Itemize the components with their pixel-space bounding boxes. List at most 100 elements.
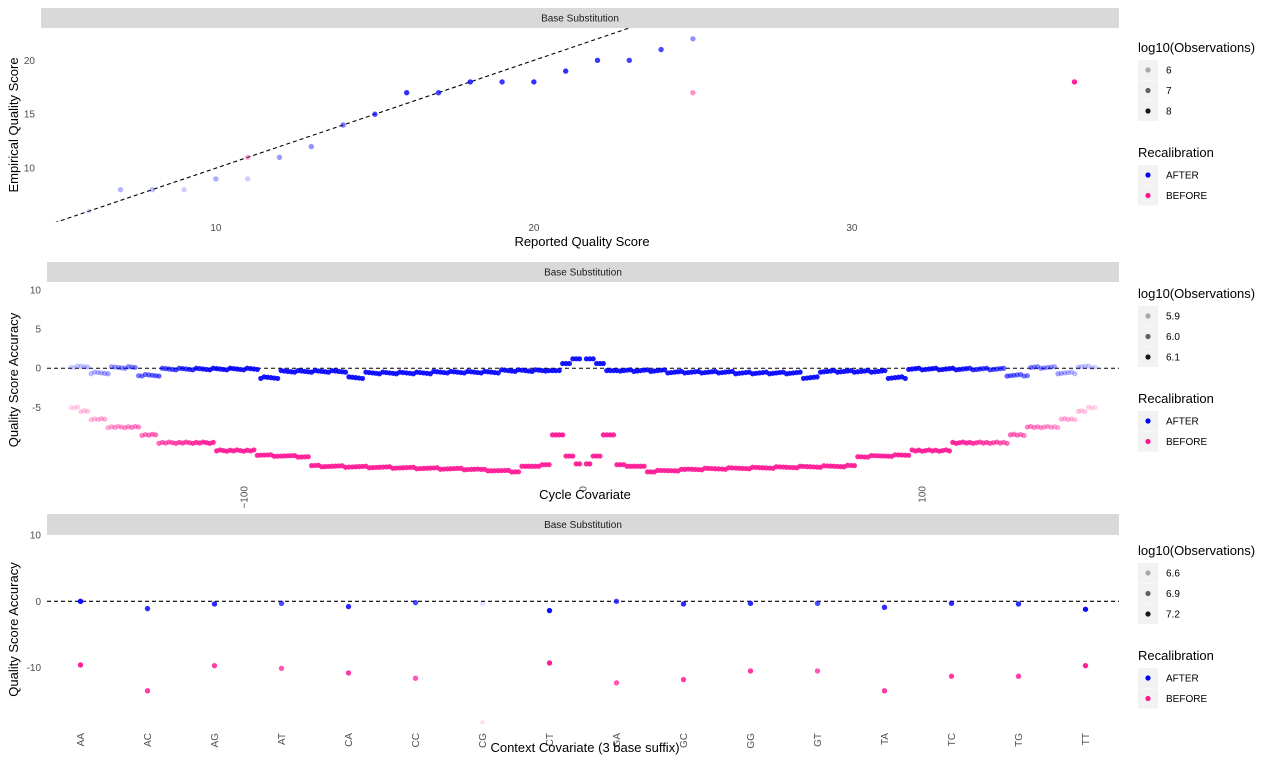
after-point: [1055, 371, 1061, 377]
after-point: [211, 601, 218, 607]
before-point: [906, 452, 912, 458]
legend-key: [1138, 60, 1158, 80]
before-point: [560, 432, 566, 438]
after-point: [125, 364, 132, 370]
x-tick-label: AT: [277, 733, 288, 745]
before-point: [680, 676, 687, 683]
before-point: [135, 424, 142, 430]
y-tick-label: 15: [24, 110, 36, 121]
x-axis-title: Reported Quality Score: [514, 234, 649, 249]
legend-label: AFTER: [1166, 674, 1199, 685]
after-point: [98, 370, 104, 376]
before-point: [81, 408, 87, 414]
legend-label: 6.1: [1166, 353, 1180, 364]
before-point: [88, 417, 94, 423]
legend-size-swatch: [1145, 67, 1151, 73]
after-point: [345, 603, 352, 610]
after-point: [814, 600, 821, 607]
after-point: [88, 371, 94, 377]
after-point: [1034, 364, 1041, 370]
after-point: [1038, 365, 1044, 371]
before-point: [77, 662, 84, 668]
after-point: [566, 360, 573, 367]
before-point: [546, 462, 552, 468]
after-point: [85, 364, 91, 370]
after-point: [102, 370, 108, 376]
y-axis-title: Empirical Quality Score: [6, 57, 21, 192]
before-point: [851, 463, 857, 469]
after-point: [1048, 364, 1054, 370]
after-point: [1092, 364, 1098, 370]
facet-strip-label: Base Substitution: [541, 14, 619, 25]
legend-title-recalibration: Recalibration: [1138, 648, 1214, 663]
legend-label: 6: [1166, 66, 1172, 77]
after-point: [1028, 364, 1034, 371]
legend-size-swatch: [1145, 611, 1151, 617]
after-point: [85, 208, 92, 214]
before-point: [68, 404, 74, 411]
legend-label: 6.0: [1166, 332, 1180, 343]
legend-color-swatch: [1145, 172, 1151, 178]
before-point: [1038, 425, 1044, 431]
after-point: [1062, 370, 1068, 376]
x-tick-label: GT: [813, 733, 824, 747]
after-point: [412, 599, 419, 606]
before-point: [210, 439, 216, 446]
x-tick-label: −100: [239, 486, 250, 509]
before-point: [78, 409, 84, 415]
before-point: [1004, 440, 1010, 446]
after-point: [276, 154, 283, 161]
x-tick-label: GG: [746, 733, 757, 749]
legend-label: BEFORE: [1166, 191, 1207, 202]
x-tick-label: CC: [411, 733, 422, 747]
after-point: [78, 363, 84, 369]
after-point: [948, 600, 955, 607]
before-point: [98, 415, 104, 422]
before-point: [278, 665, 285, 671]
after-point: [359, 375, 366, 382]
after-point: [1068, 369, 1075, 375]
after-point: [797, 369, 803, 375]
legend-color-swatch: [1145, 675, 1151, 681]
before-point: [1079, 408, 1085, 414]
legend-size-swatch: [1145, 87, 1151, 94]
before-point: [1051, 424, 1058, 430]
before-point: [85, 408, 91, 414]
legend-title-observations: log10(Observations): [1138, 40, 1255, 55]
before-point: [597, 453, 603, 459]
before-point: [610, 432, 617, 438]
before-point: [1058, 416, 1064, 422]
legend-size-swatch: [1145, 590, 1151, 597]
before-point: [570, 453, 576, 459]
after-point: [156, 373, 162, 379]
after-point: [132, 364, 138, 371]
before-point: [1068, 416, 1075, 422]
after-point: [1031, 364, 1037, 370]
after-point: [1082, 606, 1089, 612]
y-tick-label: -5: [32, 403, 41, 414]
after-point: [115, 364, 121, 371]
y-tick-label: -10: [27, 663, 42, 674]
after-point: [690, 36, 696, 42]
legend-color-swatch: [1145, 695, 1151, 702]
legend: log10(Observations) 6.6 6.9 7.2 Recalibratio…: [1138, 543, 1255, 709]
after-point: [1024, 373, 1031, 379]
after-point: [747, 600, 754, 607]
after-point: [119, 365, 125, 371]
after-point: [435, 89, 442, 96]
after-point: [117, 186, 124, 193]
before-point: [546, 660, 553, 666]
before-point: [71, 405, 77, 411]
after-point: [144, 605, 151, 612]
after-point: [556, 367, 562, 374]
facet-strip-label: Base Substitution: [544, 520, 622, 531]
before-point: [1082, 662, 1089, 669]
plot-area: [55, 28, 1078, 222]
after-point: [213, 176, 219, 182]
after-point: [1065, 369, 1071, 376]
before-point: [108, 424, 115, 430]
before-point: [690, 89, 696, 96]
after-point: [108, 364, 115, 370]
before-point: [1034, 424, 1041, 430]
legend: log10(Observations) 6 7 8 Recalibration AFTER…: [1138, 40, 1255, 206]
